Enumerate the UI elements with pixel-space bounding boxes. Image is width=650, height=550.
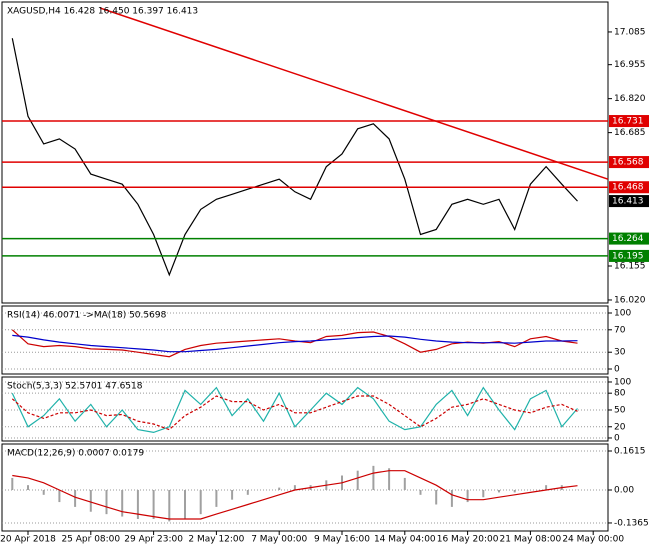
series-line [11, 38, 578, 277]
panel-frame [1, 443, 609, 532]
x-tick-label: 7 May 00:00 [251, 535, 307, 545]
last-price-box [609, 195, 649, 208]
last-price-label: 16.413 [612, 197, 644, 207]
trendline [99, 7, 609, 180]
series-line [11, 395, 578, 431]
series-line [11, 386, 578, 434]
x-tick-label: 21 May 08:00 [500, 535, 562, 545]
x-tick-label: 25 Apr 08:00 [61, 535, 120, 545]
level-label: 16.195 [612, 251, 644, 261]
y-tick-label: 0 [614, 365, 620, 375]
x-tick-label: 2 May 12:00 [188, 535, 244, 545]
y-tick-label: 100 [614, 309, 631, 319]
series-line [12, 470, 578, 520]
y-tick-label: 50 [614, 405, 626, 415]
y-tick-label: 16.020 [614, 295, 646, 305]
panel-frame [1, 376, 609, 442]
x-tick-label: 29 Apr 23:00 [124, 535, 183, 545]
y-tick-label: -0.1365 [614, 518, 649, 528]
panel-frame [1, 305, 609, 375]
panel-title: RSI(14) 46.0071 ->MA(18) 50.5698 [7, 311, 167, 321]
y-tick-label: 30 [614, 348, 626, 358]
y-tick-label: 16.955 [614, 60, 646, 70]
y-tick-label: 16.155 [614, 262, 646, 272]
panel-title: XAGUSD,H4 16.428 16.450 16.397 16.413 [7, 7, 198, 17]
level-label-box [609, 156, 649, 169]
x-tick-label: 24 May 00:00 [562, 535, 624, 545]
level-label-box [609, 249, 649, 262]
y-tick-label: 0.00 [614, 485, 634, 495]
y-tick-label: 20 [614, 422, 626, 432]
level-label: 16.468 [612, 183, 644, 193]
y-tick-label: 17.085 [614, 27, 646, 37]
level-label-box [609, 115, 649, 128]
level-label: 16.731 [612, 117, 644, 127]
panel-title: Stoch(5,3,3) 52.5701 47.6518 [7, 382, 143, 392]
level-label-box [609, 181, 649, 194]
x-tick-label: 14 May 04:00 [374, 535, 436, 545]
x-tick-label: 9 May 16:00 [314, 535, 370, 545]
panel-title: MACD(12,26,9) 0.0007 0.0179 [7, 449, 144, 459]
level-label: 16.264 [612, 234, 644, 244]
panel-frame [1, 1, 609, 304]
y-tick-label: 80 [614, 389, 626, 399]
y-tick-label: 70 [614, 325, 626, 335]
level-label-box [609, 232, 649, 245]
series-line [12, 334, 578, 353]
y-tick-label: 16.685 [614, 128, 646, 138]
y-tick-label: 0 [614, 433, 620, 443]
level-label: 16.568 [612, 158, 644, 168]
x-tick-label: 20 Apr 2018 [0, 535, 56, 545]
y-tick-label: 100 [614, 377, 631, 387]
y-tick-label: 0.1615 [614, 447, 646, 457]
y-tick-label: 16.820 [614, 94, 646, 104]
x-tick-label: 16 May 20:00 [437, 535, 499, 545]
